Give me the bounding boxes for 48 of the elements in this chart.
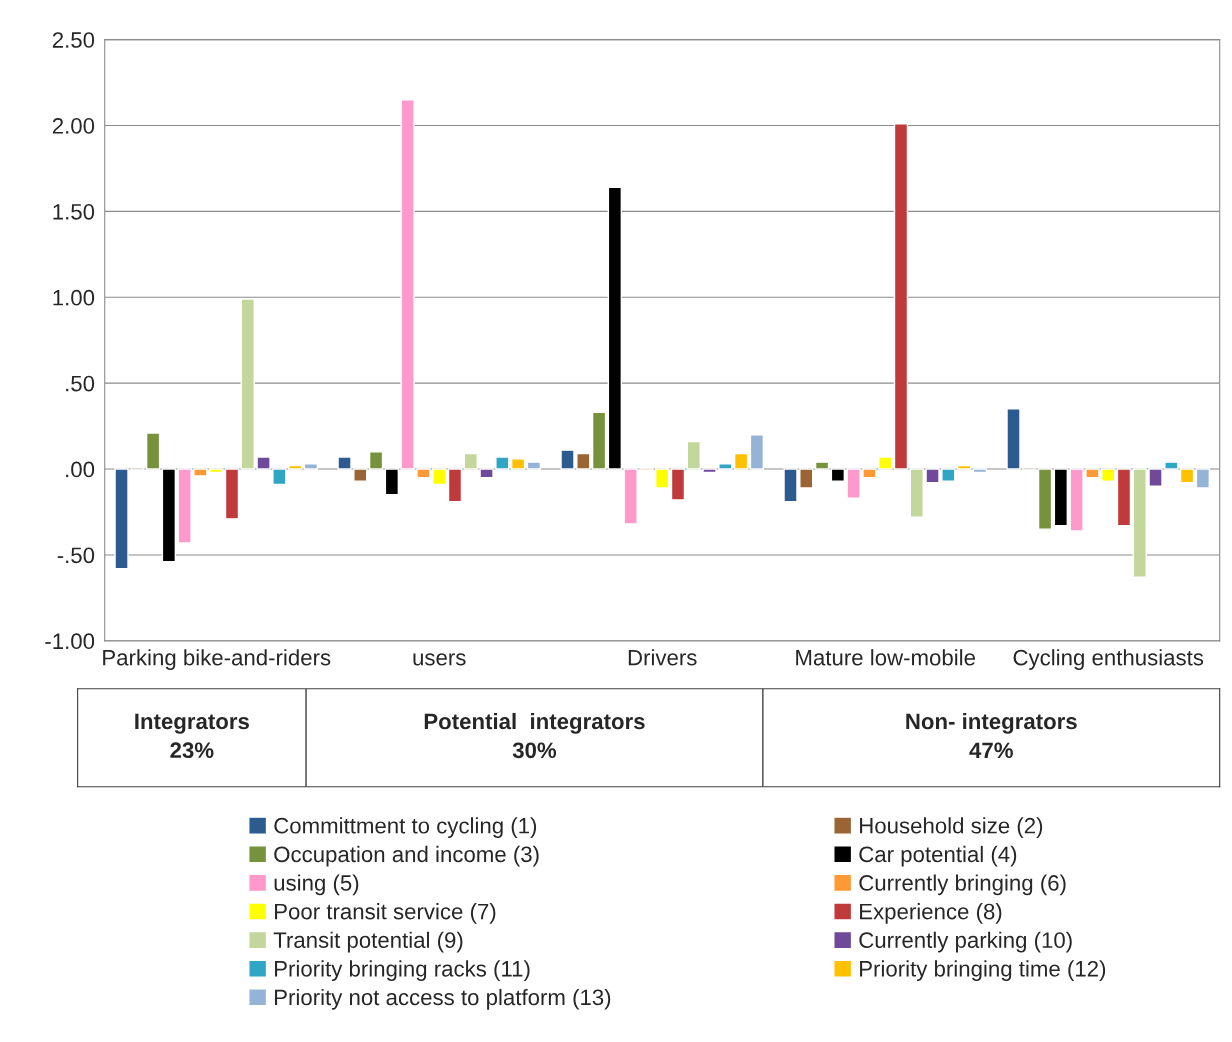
bar bbox=[368, 451, 384, 470]
text: Integrators 23% bbox=[135, 713, 249, 759]
bar bbox=[145, 432, 161, 470]
y-tick-label: 2.00 bbox=[52, 118, 95, 134]
x-tick-label: Mature low-mobile bbox=[796, 649, 975, 666]
x-tick-label: Drivers bbox=[628, 649, 697, 666]
y-tick-label: 1.00 bbox=[53, 289, 95, 306]
legend-label: using (5) bbox=[274, 874, 359, 896]
legend-label: Poor transit service (7) bbox=[275, 903, 496, 924]
legend-label: Priority bringing racks (11) bbox=[275, 960, 530, 982]
legend-label: Car potential (4) bbox=[859, 845, 1017, 867]
bar bbox=[1195, 468, 1211, 489]
y-tick-label: 1.50 bbox=[53, 203, 95, 220]
bar bbox=[510, 458, 526, 470]
bar bbox=[814, 461, 830, 470]
bar bbox=[1116, 468, 1132, 527]
y-tick-label: .00 bbox=[66, 461, 95, 478]
bar bbox=[956, 464, 972, 470]
bar bbox=[749, 433, 765, 470]
legend-label: Currently bringing (6) bbox=[859, 874, 1066, 896]
legend-label: Currently parking (10) bbox=[859, 931, 1072, 953]
text: Potential integrators 30% bbox=[424, 712, 645, 759]
legend-label: Committment to cycling (1) bbox=[274, 817, 537, 838]
y-tick-label: 2.50 bbox=[52, 32, 95, 48]
bar bbox=[303, 463, 319, 470]
bar bbox=[591, 411, 607, 470]
legend-label: Occupation and income (3) bbox=[274, 845, 539, 867]
bar bbox=[670, 468, 686, 501]
bar bbox=[1179, 468, 1195, 484]
bar bbox=[447, 468, 463, 503]
bar bbox=[1037, 468, 1053, 530]
text: Non- integrators 47% bbox=[906, 712, 1077, 759]
y-tick-label: -1.00 bbox=[45, 633, 95, 650]
legend-label: Household size (2) bbox=[860, 817, 1043, 838]
bar bbox=[224, 468, 240, 520]
x-tick-label: Parking bike-and-riders bbox=[103, 649, 331, 670]
legend-label: Experience (8) bbox=[860, 903, 1002, 924]
bar bbox=[526, 461, 542, 470]
legend-label: Transit potential (9) bbox=[273, 931, 463, 953]
y-tick-label: -.50 bbox=[57, 547, 95, 564]
legend-label: Priority bringing time (12) bbox=[860, 960, 1106, 982]
bar bbox=[972, 468, 988, 474]
x-tick-label: Cycling enthusiasts bbox=[1013, 649, 1204, 670]
bar bbox=[893, 123, 909, 470]
legend-label: Priority not access to platform (13) bbox=[275, 988, 611, 1010]
y-tick-label: .50 bbox=[66, 375, 95, 392]
x-tick-label: users bbox=[413, 653, 466, 666]
bar bbox=[733, 452, 749, 470]
